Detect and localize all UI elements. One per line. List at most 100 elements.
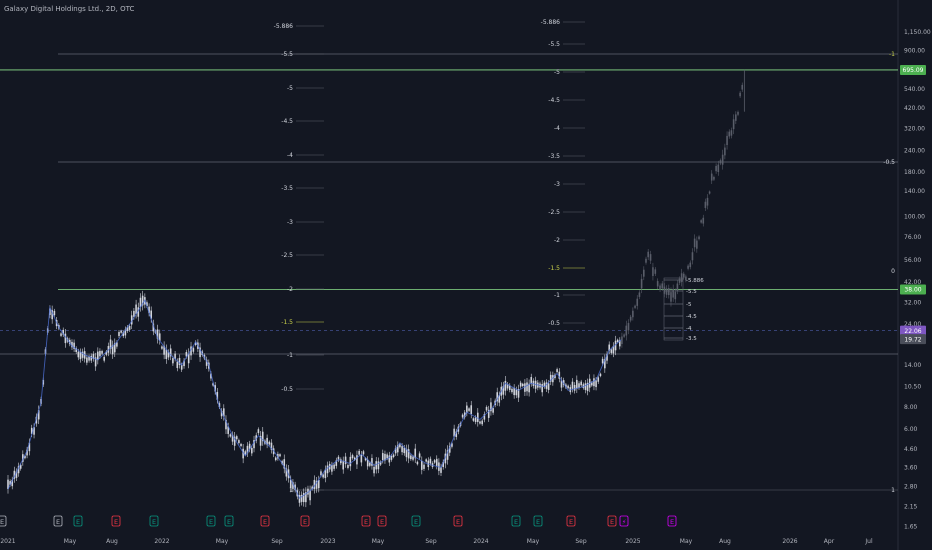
projection-series-candle [730,130,733,136]
projection-series-candle [649,254,652,261]
fib-label: -4.5 [281,118,293,125]
price-series-candle [244,451,247,455]
price-series-candle [148,306,150,314]
price-series-candle [545,382,548,389]
fib-label: -5 [554,69,560,76]
earnings-marker-label: E [414,518,418,526]
price-series-candle [394,448,397,454]
price-series-candle [371,458,373,466]
y-tick-label: 76.00 [904,234,921,241]
price-series-candle [51,310,53,320]
price-series-candle [218,403,221,408]
y-tick-label: 540.00 [904,86,925,93]
price-series-candle [392,454,395,458]
price-series-candle [549,374,552,382]
price-series-candle [235,436,238,440]
x-tick-label: Aug [719,538,731,545]
fib-label-right: 0 [891,268,895,275]
price-series-candle [118,332,120,337]
earnings-marker [377,515,387,527]
earnings-marker [224,515,234,527]
price-series-candle [116,342,118,347]
price-series-candle [472,418,475,421]
price-series-candle [461,414,464,418]
price-series-candle [599,373,602,377]
price-series-candle [578,383,580,388]
earnings-marker-label: E [56,518,60,526]
price-series-candle [187,353,190,364]
price-badge-label: 22.06 [904,328,921,335]
price-series-candle [194,341,197,345]
price-series-candle [266,437,268,445]
price-series-candle [483,414,486,420]
y-tick-label: 8.00 [904,404,918,411]
price-series-candle [13,470,16,479]
price-series-candle [405,448,408,458]
price-series-candle [524,383,526,392]
projection-series-candle [665,288,668,295]
price-series-candle [111,345,114,355]
price-series-candle [386,454,388,459]
price-series-candle [309,490,311,501]
price-series-candle [521,383,524,387]
price-series-candle [77,351,80,358]
earnings-marker-label: E [514,518,518,526]
price-series-candle [128,326,131,330]
price-series-candle [141,295,144,306]
projection-series-candle [728,131,731,137]
price-series-candle [238,440,240,443]
price-series-candle [326,465,329,474]
price-series-candle [552,375,554,383]
price-series-candle [347,465,349,468]
price-series-candle [300,494,303,502]
earnings-marker-label: E [152,518,156,526]
fib-label: -2 [554,237,560,244]
earnings-marker-label: E [227,518,231,526]
price-badge-label: 19.72 [904,336,921,343]
price-series-candle [410,455,412,460]
price-series-candle [103,356,105,361]
projection-series-candle [656,281,659,287]
x-tick-label: Jul [864,538,873,545]
earnings-marker-label: E [456,518,460,526]
projection-series-candle [638,292,641,297]
earnings-marker-label: E [76,518,80,526]
price-series-candle [225,419,227,430]
fib-label-right: -1 [889,51,895,58]
price-series-candle [414,448,417,459]
price-series-candle [71,341,73,348]
y-tick-label: 2.80 [904,484,918,491]
x-tick-label: May [680,538,693,545]
y-tick-label: 42.00 [904,279,921,286]
y-tick-label: 240.00 [904,147,925,154]
price-series-candle [446,450,449,460]
earnings-marker [206,515,216,527]
price-series-candle [305,492,307,503]
price-series-candle [192,348,195,352]
price-series-candle [565,384,567,388]
projection-series-candle [625,325,628,336]
price-series-candle [322,474,324,478]
price-series-line [7,299,623,499]
price-series-candle [233,436,236,446]
price-series-candle [351,455,354,459]
earnings-marker [0,515,7,527]
earnings-marker [453,515,463,527]
earnings-marker [361,515,371,527]
projection-series-candle [654,269,657,274]
fib-label: -3.5 [548,153,560,160]
price-series-candle [448,445,451,453]
price-series-candle [358,450,360,455]
price-series-candle [86,357,88,363]
fib-label: -0.5 [548,320,560,327]
price-series-candle [199,347,201,358]
projection-series-candle [632,310,634,318]
price-series-candle [377,461,380,470]
x-tick-label: May [372,538,385,545]
price-series-candle [289,479,292,489]
earnings-marker-label: E [610,518,614,526]
projection-series-candle [676,283,679,291]
fib-label: -4 [554,125,560,132]
price-series-candle [17,466,20,474]
